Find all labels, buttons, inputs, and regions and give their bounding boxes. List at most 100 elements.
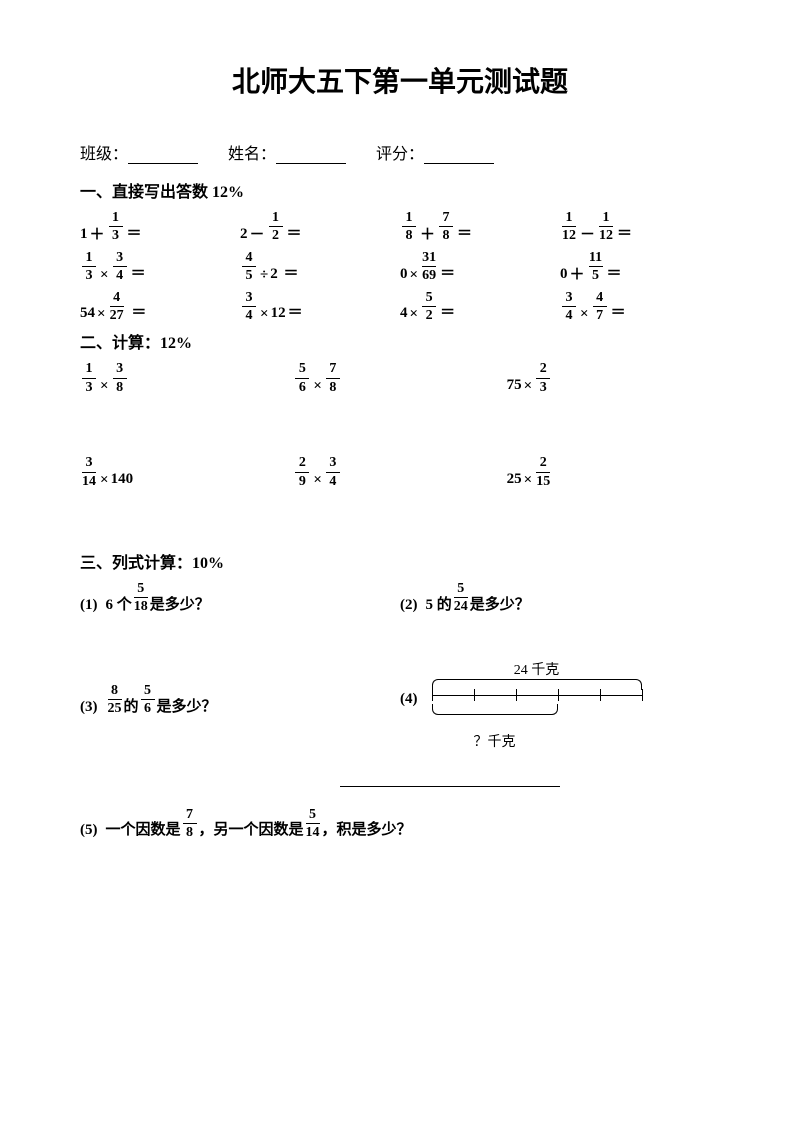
num: 1 [272,210,279,225]
den: 3 [540,380,547,395]
label: (3) [80,699,98,717]
text: ，积是多少？ [322,818,412,840]
num: 5 [144,683,151,698]
diagram-bot-label: ？千克 [432,731,558,751]
den: 18 [134,599,148,614]
text: 0 [400,266,408,284]
op: ＋ [90,228,105,244]
den: 4 [566,308,573,323]
text: 0 [560,266,568,284]
s2r2b: 29 × 34 [293,455,506,489]
s1-row2: 13 × 34＝ 45 ÷ 2 ＝ 0× 3169＝ 0＋ 115＝ [80,250,720,284]
s1r3b: 3 4 × 12＝ [240,290,400,324]
page-title: 北师大五下第一单元测试题 [80,60,720,100]
num: 4 [246,250,253,265]
s1r3c: 4× 52＝ [400,290,560,324]
s2r1a: 13 × 38 [80,361,293,395]
diagram-top-label: 24 千克 [432,659,642,679]
score-blank[interactable] [424,146,494,164]
fraction: 52 [422,290,436,324]
fraction: 12 [269,210,283,244]
text: 是多少？ [157,695,217,717]
num: 5 [457,581,464,596]
fraction: 314 [82,455,96,489]
den: 5 [592,268,599,283]
num: 1 [406,210,413,225]
s2-row1: 13 × 38 56 × 78 75× 23 [80,361,720,395]
fraction: 38 [113,361,127,395]
section3-head: 三、列式计算：10% [80,549,720,573]
eq: ＝ [611,301,626,323]
op: × [524,379,533,395]
num: 3 [116,250,123,265]
s2r2a: 314 × 140 [80,455,293,489]
op: × [100,379,109,395]
den: 8 [116,380,123,395]
fraction: 3169 [422,250,436,284]
num: 3 [566,290,573,305]
s2r1c: 75× 23 [507,361,720,395]
brace-bottom [432,705,558,715]
num: 5 [299,361,306,376]
num: 3 [246,290,253,305]
num: 7 [443,210,450,225]
op: × [524,473,533,489]
text: 140 [111,471,134,489]
fraction: 45 [242,250,256,284]
s1r2c: 0× 3169 ＝ [400,250,560,284]
den: 15 [536,474,550,489]
den: 5 [246,268,253,283]
eq: ＝ [287,222,302,244]
q1: (1) 6 个 518 是多少？ [80,581,400,615]
op: × [410,268,419,284]
name-blank[interactable] [276,146,346,164]
fraction: 518 [134,581,148,615]
num: 7 [329,361,336,376]
section2-head: 二、计算：12% [80,329,720,353]
op: × [580,307,589,323]
num: 5 [426,290,433,305]
fraction: 13 [82,250,96,284]
s1r2b: 45 ÷ 2 ＝ [240,250,400,284]
class-blank[interactable] [128,146,198,164]
s1r1b: 2－ 12＝ [240,210,400,244]
den: 6 [144,701,151,716]
den: 12 [599,228,613,243]
op: ＋ [570,268,585,284]
den: 27 [110,308,124,323]
num: 8 [111,683,118,698]
op: ÷ [260,268,268,284]
text: 5 的 [426,593,452,615]
den: 2 [426,308,433,323]
fraction: 23 [536,361,550,395]
eq: ＝ [440,262,455,284]
fraction: 13 [109,210,123,244]
den: 4 [246,308,253,323]
den: 9 [299,474,306,489]
op: × [260,307,269,323]
eq: ＝ [440,301,455,323]
number-line [432,695,642,696]
text: 2 [270,266,278,284]
s1r3d: 34 × 47＝ [560,290,720,324]
den: 3 [112,228,119,243]
den: 14 [82,474,96,489]
s1r1a: 1＋ 13＝ [80,210,240,244]
den: 8 [443,228,450,243]
fraction: 56 [295,361,309,395]
eq: ＝ [617,222,632,244]
num: 1 [86,250,93,265]
eq: ＝ [288,301,303,323]
num: 1 [566,210,573,225]
den: 14 [306,825,320,840]
num: 5 [137,581,144,596]
text: 12 [271,305,286,323]
eq: ＝ [280,262,299,284]
fraction: 514 [306,807,320,841]
text: 25 [507,471,522,489]
den: 2 [272,228,279,243]
eq: ＝ [128,301,147,323]
den: 6 [299,380,306,395]
den: 4 [116,268,123,283]
op: × [410,307,419,323]
